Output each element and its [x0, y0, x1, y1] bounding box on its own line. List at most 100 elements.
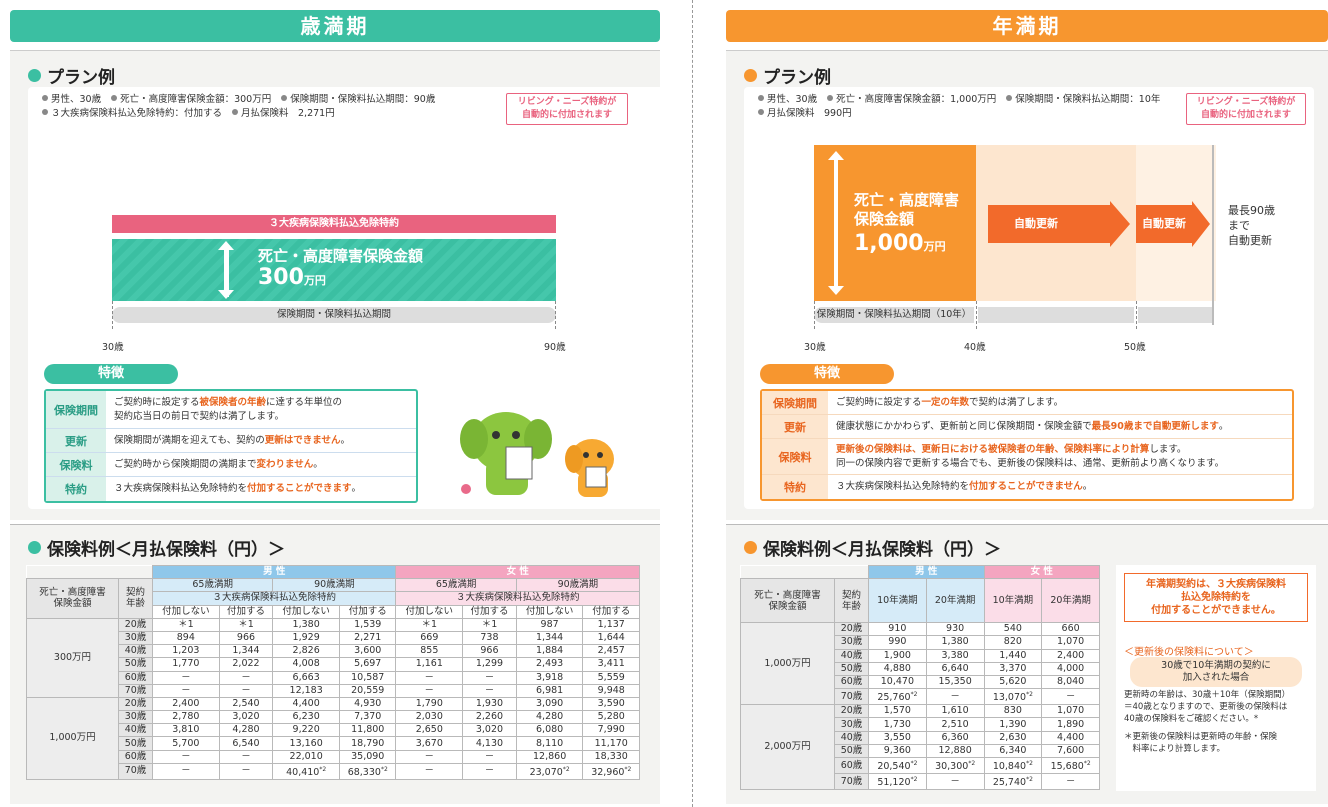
premium-cell: 1,790 — [395, 696, 464, 712]
coverage-title: 死亡・高度障害 保険金額 — [854, 191, 960, 228]
header-male: 男 性 — [868, 564, 985, 580]
premium-cell: － — [152, 670, 220, 685]
premium-cell: － — [395, 749, 464, 764]
renewal-footnote: ＊更新後の保険料は更新時の年齢・保険 料率により計算します。 — [1124, 732, 1278, 754]
feature-desc: ご契約時に設定する被保険者の年齢に達する年単位の 契約応当日の前日で契約は満了し… — [114, 396, 343, 422]
info-item: 死亡・高度障害保険金額：1,000万円 — [836, 94, 997, 105]
premium-cell: ＊1 — [395, 617, 464, 632]
premium-cell: ＊1 — [152, 617, 220, 632]
header-10y: 10年満期 — [868, 578, 927, 624]
age-tick: 30歳 — [102, 342, 124, 353]
premium-cell: 10,840*2 — [983, 757, 1043, 775]
header-65: 65歳満期 — [395, 578, 517, 593]
premium-cell: － — [462, 749, 517, 764]
premium-cell: 1,299 — [462, 657, 517, 672]
premium-cell: 1,344 — [218, 644, 274, 659]
premium-cell: 10,470 — [868, 674, 927, 690]
premium-cell: 2,510 — [925, 717, 985, 732]
premium-cell: 6,340 — [983, 743, 1043, 759]
table-row: 70歳 51,120*2 － 25,740*2 － — [741, 773, 1100, 791]
premium-cell: 6,230 — [272, 710, 340, 725]
premium-cell: 6,360 — [925, 730, 985, 745]
premium-cell: 930 — [925, 622, 985, 637]
table-row: 2,000万円 20歳 1,570 1,610 830 1,070 — [740, 704, 1100, 791]
feature-row: 保険期間 ご契約時に設定する一定の年数で契約は満了します。 — [762, 391, 1292, 415]
header-no: 付加しない — [515, 604, 584, 619]
premium-cell: 1,440 — [983, 648, 1043, 663]
premium-cell: 7,370 — [338, 710, 397, 725]
bullet-icon — [744, 541, 757, 554]
premium-cell: 2,457 — [582, 644, 640, 659]
table-row: 300万円 20歳 ＊1 ＊1 1,380 1,539 ＊1 ＊1 987 1,137 — [26, 617, 640, 698]
premium-cell: 51,120*2 — [868, 773, 927, 791]
premium-cell: 987 — [515, 617, 584, 632]
premium-cell: 18,330 — [582, 749, 640, 764]
coverage-arrow-icon — [834, 155, 838, 291]
premium-cell: 3,090 — [515, 696, 584, 712]
premium-cell: 4,880 — [868, 661, 927, 676]
premium-cell: 4,400 — [272, 696, 340, 712]
age-cell: 20歳 — [118, 617, 153, 632]
tick-line — [976, 301, 977, 329]
premium-cell: 8,040 — [1041, 674, 1100, 690]
premium-cell: 5,620 — [983, 674, 1043, 690]
tick-line — [112, 301, 113, 329]
feature-label: 特約 — [762, 475, 828, 499]
premium-cell: 2,030 — [395, 710, 464, 725]
age-cell: 60歳 — [834, 674, 869, 690]
features-table: 保険期間 ご契約時に設定する被保険者の年齢に達する年単位の 契約応当日の前日で契約… — [44, 389, 418, 503]
premium-cell: 3,370 — [983, 661, 1043, 676]
table-row: 60歳－－ 6,663 10,587 －－ 3,918 5,559 — [27, 670, 640, 685]
premium-cell: 4,930 — [338, 696, 397, 712]
age-cell: 40歳 — [834, 730, 869, 745]
feature-row: 更新 健康状態にかかわらず、更新前と同じ保険期間・保険金額で最長90歳まで自動更新… — [762, 415, 1292, 439]
premium-cell: － — [218, 670, 274, 685]
premium-cell: 738 — [462, 630, 517, 646]
premium-cell: 25,740*2 — [983, 773, 1043, 791]
period-bar: 保険期間・保険料払込期間（10年） — [814, 307, 974, 323]
age-cell: 40歳 — [834, 648, 869, 663]
premium-cell: 4,130 — [462, 736, 517, 751]
plan-section: プラン例 男性、30歳 死亡・高度障害保険金額：300万円 保険期間・保険料払込期間… — [10, 50, 668, 520]
premium-cell: 7,990 — [582, 723, 640, 738]
premium-cell: － — [395, 683, 464, 698]
premium-cell: 3,918 — [515, 670, 584, 685]
premium-cell: 18,790 — [338, 736, 397, 751]
left-panel: 歳満期 プラン例 男性、30歳 死亡・高度障害保険金額：300万円 保険期間・保険料… — [10, 10, 668, 804]
no-rider-notice: 年満期契約は、３大疾病保険料 払込免除特約を 付加することができません。 — [1124, 573, 1308, 622]
premium-cell: 894 — [152, 630, 220, 646]
premium-cell: 11,170 — [582, 736, 640, 751]
premium-heading: 保険料例＜月払保険料（円）＞ — [744, 535, 1001, 560]
table-row: 60歳 20,540*2 30,300*2 10,840*2 15,680*2 — [741, 757, 1100, 775]
premium-cell: 2,540 — [218, 696, 274, 712]
premium-title: 保険料例＜月払保険料（円）＞ — [763, 540, 1001, 560]
age-cell: 50歳 — [834, 743, 869, 759]
living-needs-badge: リビング・ニーズ特約が 自動的に付加されます — [506, 93, 628, 125]
premium-cell: 9,220 — [272, 723, 340, 738]
age-tick: 50歳 — [1124, 342, 1146, 353]
premium-cell: 3,550 — [868, 730, 927, 745]
age-cell: 60歳 — [834, 757, 869, 775]
renewal-note-card: 年満期契約は、３大疾病保険料 払込免除特約を 付加することができません。 ＜更新… — [1116, 565, 1316, 791]
plan-info: 男性、30歳 死亡・高度障害保険金額：300万円 保険期間・保険料払込期間：90歳 … — [42, 93, 445, 121]
feature-label: 更新 — [46, 429, 106, 452]
info-item: 月払保険料 2,271円 — [241, 108, 335, 119]
premium-cell: 2,400 — [1041, 648, 1100, 663]
header-20y: 20年満期 — [925, 578, 985, 624]
age-cell: 40歳 — [118, 723, 153, 738]
premium-cell: 2,780 — [152, 710, 220, 725]
table-row: 30歳 894 966 1,929 2,271 669 738 1,344 1,644 — [27, 630, 640, 646]
feature-label: 保険料 — [46, 453, 106, 476]
feature-desc: ご契約時から保険期間の満期まで変わりません。 — [114, 458, 323, 470]
bullet-icon — [744, 69, 757, 82]
premium-cell: 32,960*2 — [582, 762, 640, 780]
premium-cell: － — [218, 683, 274, 698]
coverage-block: 死亡・高度障害保険金額 300万円 — [112, 239, 556, 301]
plan-heading: プラン例 — [28, 63, 115, 88]
premium-cell: － — [462, 683, 517, 698]
premium-cell: 6,663 — [272, 670, 340, 685]
premium-cell: 3,411 — [582, 657, 640, 672]
premium-cell: 1,380 — [925, 635, 985, 650]
premium-cell: 1,070 — [1041, 704, 1100, 719]
header-rider: ３大疾病保険料払込免除特約 — [395, 591, 640, 606]
